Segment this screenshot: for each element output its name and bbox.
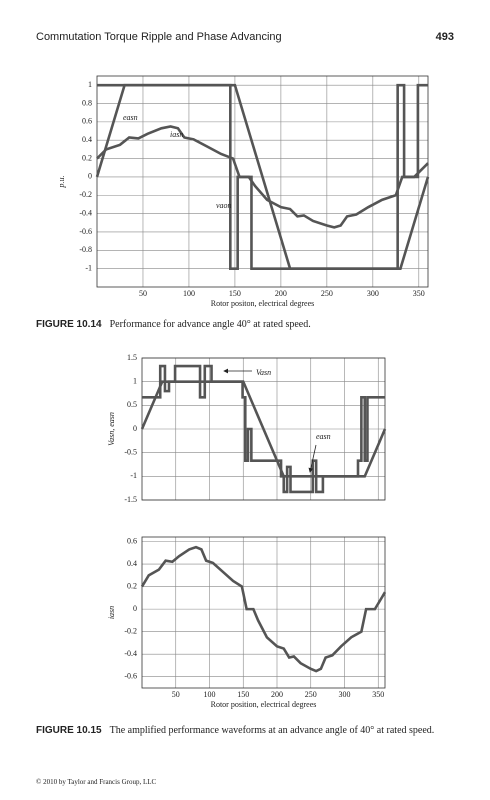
y-tick-label: 0.4	[82, 135, 92, 144]
y-tick-label: 0.2	[127, 581, 137, 590]
x-tick-label: 350	[372, 690, 384, 699]
y-tick-label: -0.4	[124, 649, 137, 658]
x-tick-label: 200	[275, 289, 287, 298]
y-tick-label: 1.5	[127, 353, 137, 362]
x-tick-label: 350	[413, 289, 425, 298]
caption-label: FIGURE 10.15	[36, 725, 102, 736]
y-tick-label: 0	[133, 604, 137, 613]
y-tick-label: 0.5	[127, 400, 137, 409]
data-line	[142, 364, 385, 494]
y-tick-label: -1	[130, 471, 137, 480]
y-tick-label: -0.5	[124, 447, 137, 456]
x-tick-label: 250	[321, 289, 333, 298]
x-tick-label: 100	[204, 690, 216, 699]
series-label: vaon	[216, 201, 232, 210]
y-tick-label: -0.2	[124, 626, 137, 635]
caption-text: Performance for advance angle 40° at rat…	[109, 319, 311, 330]
y-tick-label: 0.4	[127, 559, 137, 568]
y-tick-label: 1	[133, 376, 137, 385]
y-tick-label: 0	[88, 172, 92, 181]
y-tick-label: -0.4	[79, 208, 92, 217]
data-line	[140, 380, 387, 478]
y-tick-label: 1	[88, 80, 92, 89]
y-tick-label: -0.8	[79, 245, 92, 254]
x-tick-label: 300	[339, 690, 351, 699]
caption: FIGURE 10.14 Performance for advance angl…	[36, 318, 456, 331]
caption-text: The amplified performance waveforms at a…	[109, 725, 435, 736]
plot-frame	[141, 536, 386, 689]
y-axis-label: p.u.	[57, 176, 66, 189]
y-tick-label: 0.2	[82, 153, 92, 162]
y-tick-label: 0.6	[127, 536, 137, 545]
series-label: Vasn	[256, 368, 271, 377]
y-tick-label: 0	[133, 424, 137, 433]
y-axis-label: iasn	[107, 606, 116, 619]
x-axis-label: Rotor positon, electrical degrees	[211, 299, 315, 308]
series-label: easn	[316, 432, 331, 441]
y-tick-label: -1.5	[124, 495, 137, 504]
page-number: 493	[435, 31, 454, 43]
y-tick-label: -0.2	[79, 190, 92, 199]
series-label: iasn	[170, 130, 183, 139]
x-tick-label: 150	[237, 690, 249, 699]
x-tick-label: 50	[139, 289, 147, 298]
x-tick-label: 250	[305, 690, 317, 699]
caption-label: FIGURE 10.14	[36, 319, 102, 330]
annotation-arrow	[308, 444, 317, 473]
data-line	[140, 545, 387, 673]
x-tick-label: 150	[229, 289, 241, 298]
y-tick-label: -0.6	[79, 227, 92, 236]
x-tick-label: 50	[172, 690, 180, 699]
x-tick-label: 300	[367, 289, 379, 298]
x-tick-label: 100	[183, 289, 195, 298]
plot-frame	[96, 75, 429, 288]
y-tick-label: -1	[85, 263, 92, 272]
copyright: © 2010 by Taylor and Francis Group, LLC	[36, 778, 157, 786]
y-tick-label: -0.6	[124, 672, 137, 681]
series-label: easn	[123, 113, 138, 122]
running-title: Commutation Torque Ripple and Phase Adva…	[36, 31, 282, 43]
data-line	[95, 83, 430, 270]
data-line	[97, 83, 428, 270]
x-tick-label: 200	[271, 690, 283, 699]
data-line	[96, 125, 429, 229]
y-tick-label: 0.8	[82, 98, 92, 107]
x-axis-label: Rotor position, electrical degrees	[211, 700, 317, 709]
caption: FIGURE 10.15 The amplified performance wa…	[36, 724, 456, 737]
y-axis-label: Vasn, easn	[107, 412, 116, 446]
y-tick-label: 0.6	[82, 117, 92, 126]
